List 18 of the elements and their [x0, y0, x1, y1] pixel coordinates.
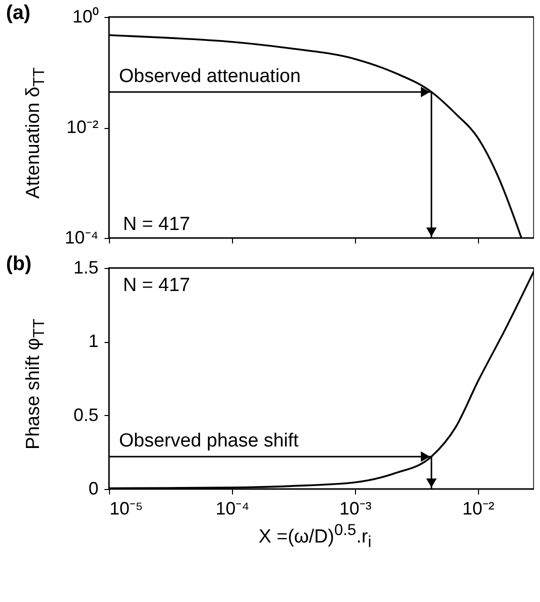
y-tick-label: 0.5 [73, 404, 98, 425]
x-tick-label: 10⁻² [462, 498, 494, 518]
y-tick-label: 1 [88, 331, 98, 352]
x-axis-title: X =(ω/D)$^{0.5}$.r$_{i}$ [258, 522, 372, 552]
x-tick-label: 10⁻³ [339, 498, 372, 518]
chart-title: (a) [6, 2, 30, 25]
annotation: Observed attenuation [119, 66, 301, 87]
annotation: N = 417 [123, 214, 190, 235]
x-tick-label: 10⁻⁴ [216, 498, 250, 518]
y-tick-label: 10⁻² [66, 117, 99, 137]
annotation: Observed phase shift [119, 430, 300, 452]
y-tick-label: 1.5 [73, 258, 98, 278]
chart-title: (b) [6, 253, 32, 276]
x-tick-label: 10⁻⁵ [110, 498, 143, 518]
annotation: N = 417 [123, 275, 190, 296]
y-tick-label: 0 [88, 478, 98, 498]
y-tick-label: 10⁰ [72, 6, 98, 26]
y-tick-label: 10⁻⁴ [64, 228, 98, 248]
